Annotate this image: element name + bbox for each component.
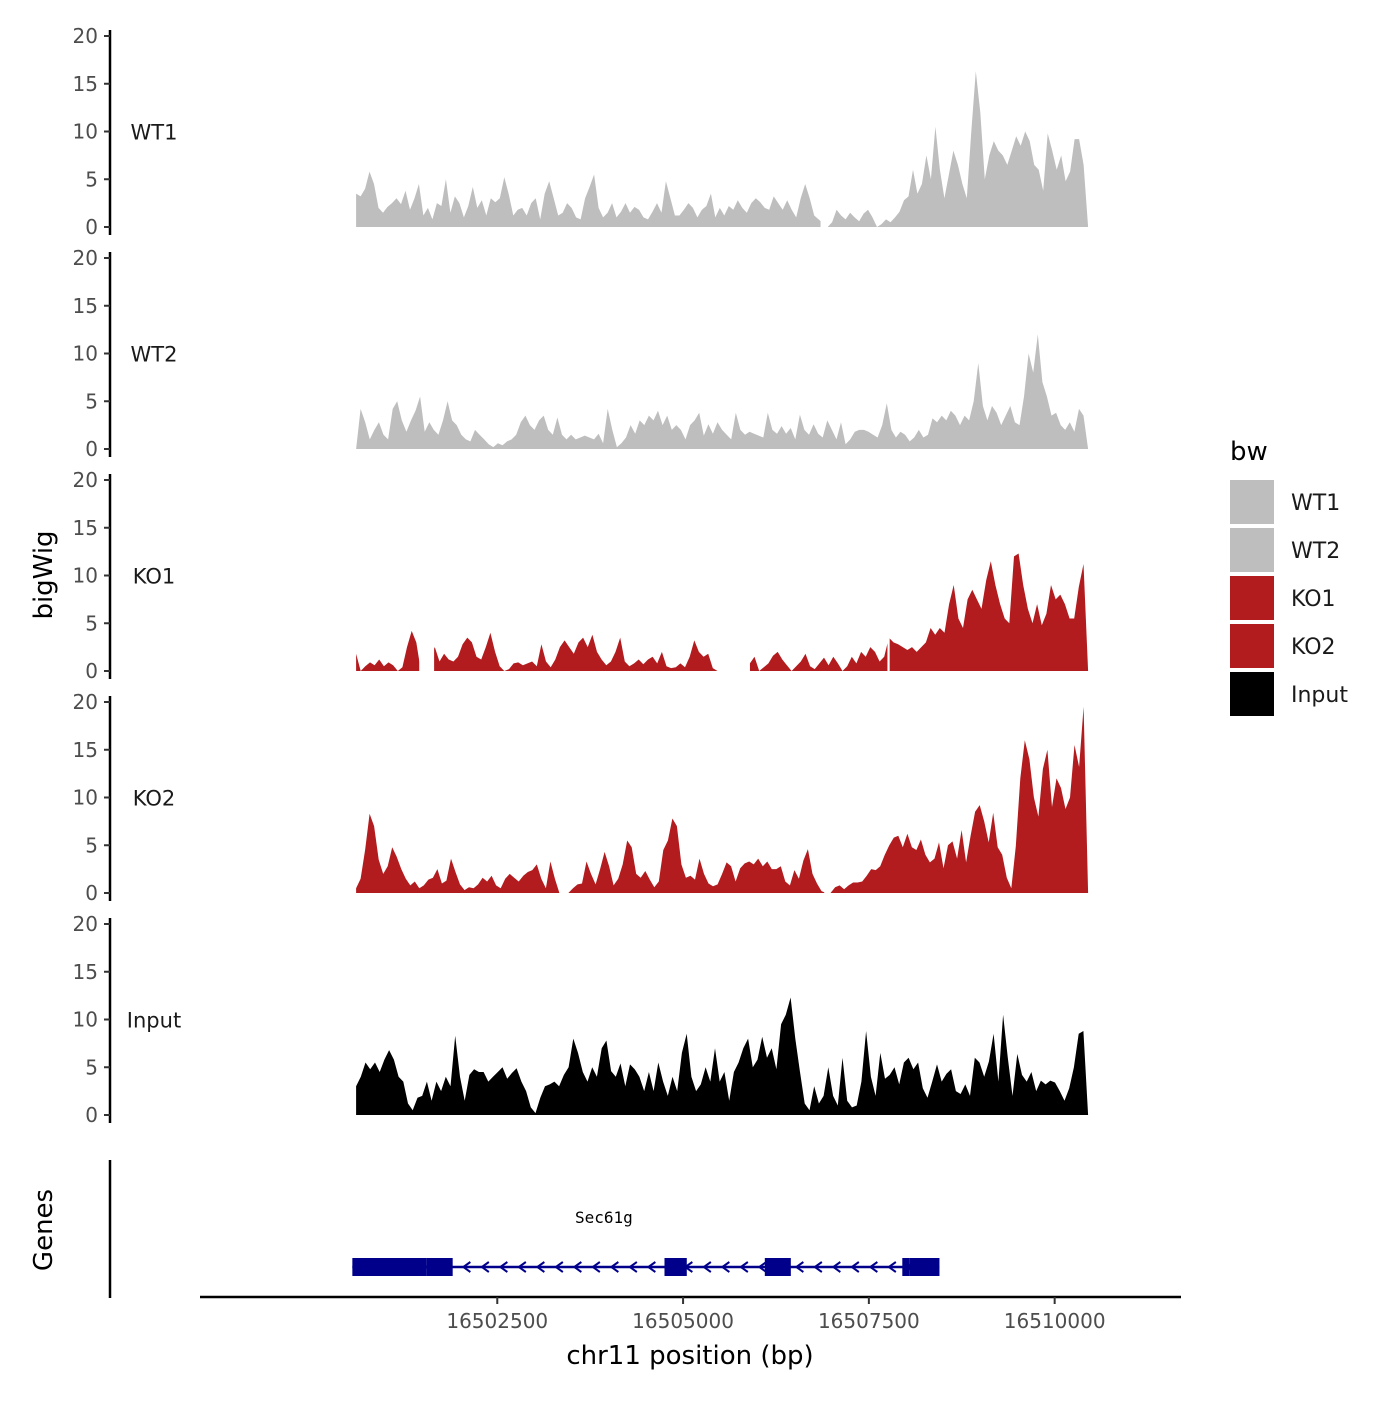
strand-arrow: [572, 1261, 582, 1273]
y-tick-label: 20: [73, 690, 98, 714]
y-tick-label: 10: [73, 564, 98, 588]
track-label: KO1: [133, 565, 176, 589]
track-label: WT2: [131, 343, 178, 367]
strand-arrow: [794, 1261, 804, 1273]
strand-arrow: [498, 1261, 508, 1273]
legend-key: [1230, 624, 1274, 668]
legend-key: [1230, 672, 1274, 716]
strand-arrow: [609, 1261, 619, 1273]
signal-area: [356, 334, 1089, 449]
y-tick-label: 10: [73, 786, 98, 810]
strand-arrow: [868, 1261, 878, 1273]
strand-arrow: [646, 1261, 656, 1273]
x-tick-label: 16507500: [818, 1309, 920, 1333]
y-tick-label: 10: [73, 1008, 98, 1032]
y-tick-label: 15: [73, 72, 98, 96]
signal-area: [356, 706, 1089, 893]
legend-label: KO1: [1291, 587, 1336, 612]
legend-label: KO2: [1291, 635, 1336, 660]
track-label: WT1: [131, 121, 178, 145]
gene-name-label: Sec61g: [575, 1208, 633, 1227]
legend-key: [1230, 528, 1274, 572]
y-tick-label: 20: [73, 246, 98, 270]
track-label: Input: [127, 1009, 181, 1033]
signal-gap: [723, 478, 750, 672]
strand-arrow: [887, 1261, 897, 1273]
legend-key: [1230, 576, 1274, 620]
track-ko2: 0 5 10 15 20 KO2: [73, 690, 1089, 905]
gene-exon: [764, 1258, 791, 1276]
y-tick-label: 15: [73, 738, 98, 762]
x-axis-title: chr11 position (bp): [566, 1341, 813, 1371]
gene-exon: [902, 1258, 910, 1276]
y-tick-label: 0: [85, 659, 98, 683]
y-tick-label: 5: [85, 389, 98, 413]
y-tick-label: 0: [85, 1103, 98, 1127]
strand-arrow: [554, 1261, 564, 1273]
strand-arrow: [850, 1261, 860, 1273]
tracks-layer: 0 5 10 15 20 WT1 0 5 10 15 20 WT2 0 5 10 15 20 KO1 0 5 10 15 2…: [73, 24, 1089, 1127]
y-tick-label: 0: [85, 881, 98, 905]
legend-label: Input: [1291, 683, 1348, 708]
y-tick-label: 10: [73, 342, 98, 366]
strand-arrow: [720, 1261, 730, 1273]
strand-arrow: [702, 1261, 712, 1273]
y-tick-label: 20: [73, 468, 98, 492]
y-tick-label: 5: [85, 167, 98, 191]
signal-gap: [824, 700, 828, 894]
strand-arrow: [591, 1261, 601, 1273]
signal-gap: [419, 478, 435, 672]
y-tick-label: 0: [85, 215, 98, 239]
legend-title: bw: [1230, 437, 1268, 467]
track-wt1: 0 5 10 15 20 WT1: [73, 24, 1089, 239]
y-tick-label: 10: [73, 120, 98, 144]
gene-exon: [352, 1258, 427, 1276]
legend: bw WT1 WT2 KO1 KO2 Input: [1230, 437, 1348, 716]
strand-arrow: [757, 1261, 767, 1273]
y-tick-label: 20: [73, 912, 98, 936]
strand-arrow: [628, 1261, 638, 1273]
strand-arrow: [461, 1261, 471, 1273]
strand-arrow: [535, 1261, 545, 1273]
legend-label: WT1: [1291, 491, 1340, 516]
signal-gap: [820, 34, 828, 228]
signal-area: [356, 71, 1089, 227]
strand-arrow: [517, 1261, 527, 1273]
genes-axis-title: Genes: [29, 1189, 59, 1271]
y-tick-label: 5: [85, 833, 98, 857]
strand-arrow: [480, 1261, 490, 1273]
x-tick-label: 16502500: [446, 1309, 548, 1333]
y-axis-title: bigWig: [29, 530, 59, 619]
y-tick-label: 15: [73, 294, 98, 318]
track-wt2: 0 5 10 15 20 WT2: [73, 246, 1089, 461]
legend-key: [1230, 480, 1274, 524]
track-label: KO2: [133, 787, 176, 811]
strand-arrow: [739, 1261, 749, 1273]
strand-arrow: [813, 1261, 823, 1273]
y-tick-label: 20: [73, 24, 98, 48]
strand-arrow: [831, 1261, 841, 1273]
y-tick-label: 0: [85, 437, 98, 461]
signal-gap: [887, 478, 890, 672]
gene-exon: [426, 1258, 453, 1276]
x-tick-label: 16505000: [632, 1309, 734, 1333]
y-tick-label: 5: [85, 611, 98, 635]
track-ko1: 0 5 10 15 20 KO1: [73, 468, 1089, 683]
y-tick-label: 5: [85, 1055, 98, 1079]
x-axis: 16502500 16505000 16507500 16510000: [200, 1295, 1181, 1333]
signal-area: [356, 553, 1089, 671]
x-tick-label: 16510000: [1004, 1309, 1106, 1333]
y-tick-label: 15: [73, 516, 98, 540]
legend-label: WT2: [1291, 539, 1340, 564]
gene-layer: Sec61g: [108, 1160, 940, 1298]
gene-exon: [664, 1258, 687, 1276]
gene-exon: [909, 1258, 940, 1276]
y-tick-label: 15: [73, 960, 98, 984]
signal-area: [356, 997, 1089, 1115]
track-input: 0 5 10 15 20 Input: [73, 912, 1089, 1127]
